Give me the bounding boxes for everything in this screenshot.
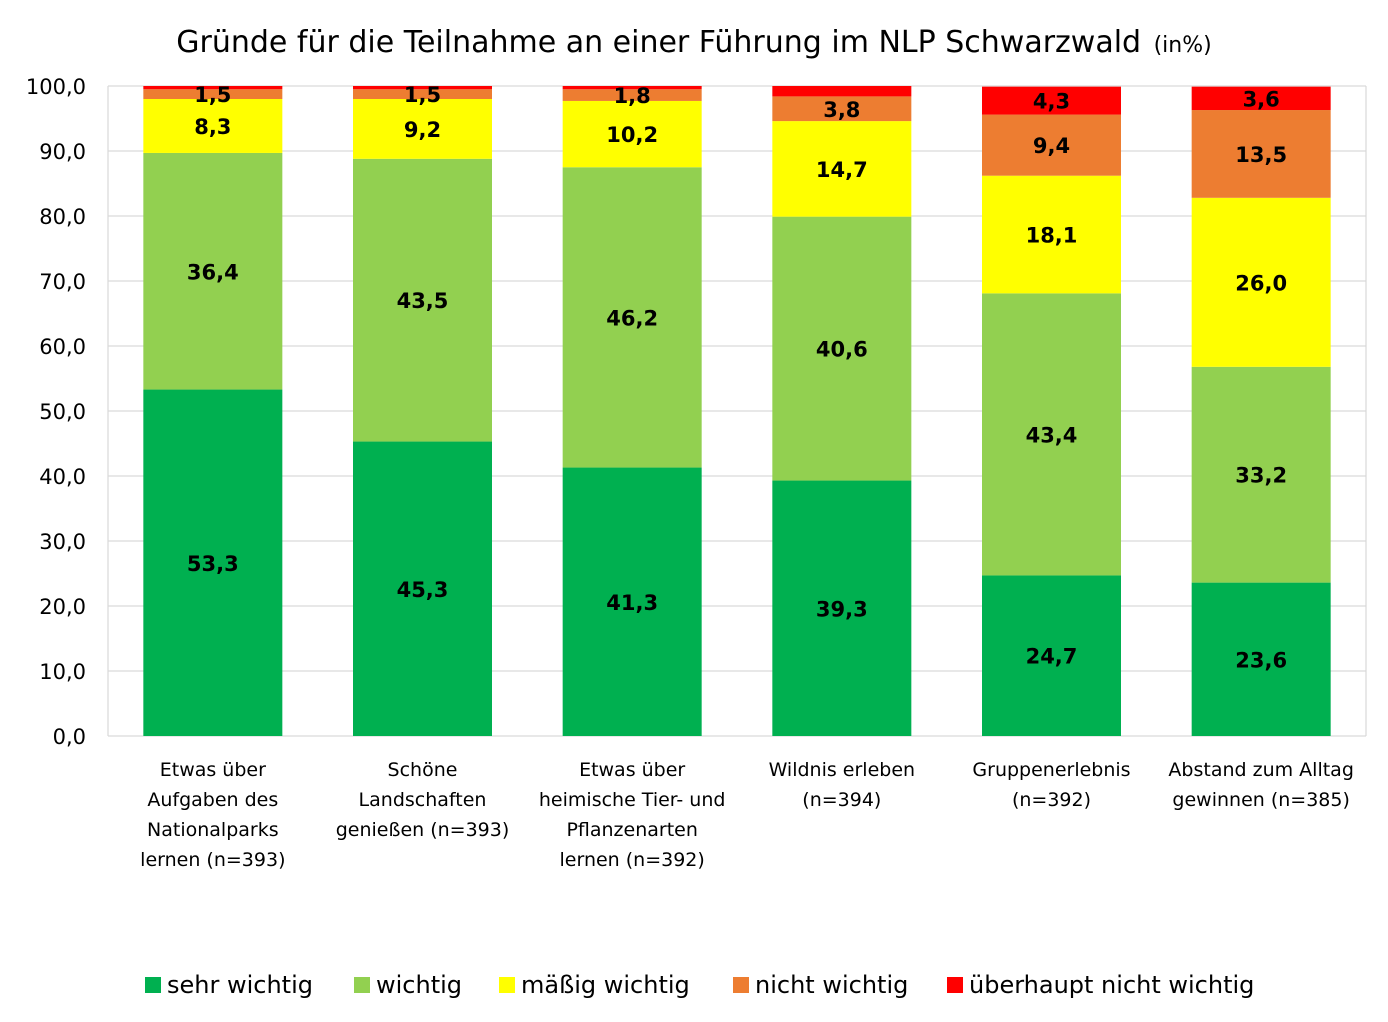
x-category-label: Etwas über heimische Tier- und Pflanzenart… xyxy=(539,759,726,871)
bar-segment xyxy=(143,389,283,736)
data-labels: 53,3 36,4 8,3 1,5 45,3 43,5 9,2 1,5 41,3 46,2 10,2… xyxy=(187,83,1287,672)
bar-segment xyxy=(562,167,702,468)
legend-swatch xyxy=(354,977,370,993)
data-label: 9,2 xyxy=(404,118,441,142)
legend-swatch xyxy=(145,977,161,993)
bar-segment xyxy=(353,86,492,90)
y-tick-label: 70,0 xyxy=(39,270,86,294)
data-label: 14,7 xyxy=(816,158,868,182)
y-tick-label: 50,0 xyxy=(39,400,86,424)
bar-segment xyxy=(353,158,492,442)
bar-segment xyxy=(353,99,492,159)
legend-label: sehr wichtig xyxy=(167,971,313,999)
chart-title-main: Gründe für die Teilnahme an einer Führun… xyxy=(176,25,1141,60)
data-label: 43,5 xyxy=(397,289,449,313)
chart-title-unit: (in%) xyxy=(1154,33,1212,58)
y-tick-label: 20,0 xyxy=(39,595,86,619)
data-label: 26,0 xyxy=(1235,271,1287,295)
data-label: 24,7 xyxy=(1026,645,1078,669)
bar-segment xyxy=(1191,110,1331,198)
y-tick-label: 40,0 xyxy=(39,465,86,489)
gridlines xyxy=(107,85,1367,737)
bar-segment xyxy=(1191,582,1331,736)
legend-label: nicht wichtig xyxy=(755,971,908,999)
x-category-label: Wildnis erleben (n=394) xyxy=(769,759,916,811)
data-label: 18,1 xyxy=(1026,224,1078,248)
data-label: 43,4 xyxy=(1026,423,1078,447)
data-label: 46,2 xyxy=(606,306,658,330)
y-tick-label: 80,0 xyxy=(39,205,86,229)
bar-segment xyxy=(772,480,912,736)
data-label: 10,2 xyxy=(606,123,658,147)
bar-segment xyxy=(772,96,912,122)
bar-segment xyxy=(562,467,702,736)
data-label: 45,3 xyxy=(397,578,449,602)
bar-segment xyxy=(143,89,283,99)
x-axis: Etwas über Aufgaben des Nationalparks lerne… xyxy=(140,759,1354,871)
data-label: 36,4 xyxy=(187,260,239,284)
bars xyxy=(143,86,1331,736)
data-label: 39,3 xyxy=(816,597,868,621)
x-category-label: Schöne Landschaften genießen (n=393) xyxy=(336,759,510,841)
x-category-label: Abstand zum Alltag gewinnen (n=385) xyxy=(1168,759,1353,811)
bar-segment xyxy=(772,121,912,217)
bar-segment xyxy=(562,100,702,168)
bar-segment xyxy=(353,89,492,99)
y-axis: 0,0 10,0 20,0 30,0 40,0 50,0 60,0 70,0 80,0 90,0 1… xyxy=(26,75,86,749)
legend-label: mäßig wichtig xyxy=(521,971,690,999)
data-label: 4,3 xyxy=(1033,90,1070,114)
bar-segment xyxy=(982,293,1121,576)
bar-segment xyxy=(772,86,912,97)
y-tick-label: 0,0 xyxy=(53,725,86,749)
chart-title: Gründe für die Teilnahme an einer Führun… xyxy=(176,25,1211,60)
data-label: 8,3 xyxy=(194,115,231,139)
data-label: 40,6 xyxy=(816,338,868,362)
y-tick-label: 100,0 xyxy=(26,75,86,99)
bar-segment xyxy=(562,86,702,90)
bar-segment xyxy=(772,216,912,481)
bar-segment xyxy=(982,575,1121,736)
legend-swatch xyxy=(947,977,963,993)
legend-label: wichtig xyxy=(376,971,462,999)
data-label: 53,3 xyxy=(187,552,239,576)
data-label: 33,2 xyxy=(1235,464,1287,488)
y-tick-label: 30,0 xyxy=(39,530,86,554)
bar-segment xyxy=(982,175,1121,294)
bar-segment xyxy=(1191,86,1331,111)
legend-swatch xyxy=(499,977,515,993)
data-label: 1,5 xyxy=(194,83,231,107)
data-label: 13,5 xyxy=(1235,143,1287,167)
y-tick-label: 10,0 xyxy=(39,660,86,684)
bar-segment xyxy=(143,99,283,153)
data-label: 9,4 xyxy=(1033,134,1070,158)
data-label: 23,6 xyxy=(1235,648,1287,672)
bar-segment xyxy=(982,114,1121,176)
bar-segment xyxy=(982,86,1121,115)
bar-segment xyxy=(562,89,702,101)
x-category-label: Gruppenerlebnis (n=392) xyxy=(972,759,1130,811)
legend-label: überhaupt nicht wichtig xyxy=(969,971,1254,999)
bar-segment xyxy=(1191,197,1331,367)
legend-swatch xyxy=(733,977,749,993)
y-tick-label: 60,0 xyxy=(39,335,86,359)
data-label: 1,5 xyxy=(404,83,441,107)
data-label: 1,8 xyxy=(614,84,651,108)
bar-segment xyxy=(143,86,283,90)
bar-segment xyxy=(1191,366,1331,583)
data-label: 3,8 xyxy=(823,98,860,122)
legend: sehr wichtig wichtig mäßig wichtig nicht wi… xyxy=(145,971,1254,999)
bar-segment xyxy=(353,441,492,736)
x-category-label: Etwas über Aufgaben des Nationalparks lerne… xyxy=(140,759,285,871)
data-label: 3,6 xyxy=(1243,87,1280,111)
y-tick-label: 90,0 xyxy=(39,140,86,164)
data-label: 41,3 xyxy=(606,591,658,615)
bar-segment xyxy=(143,152,283,390)
